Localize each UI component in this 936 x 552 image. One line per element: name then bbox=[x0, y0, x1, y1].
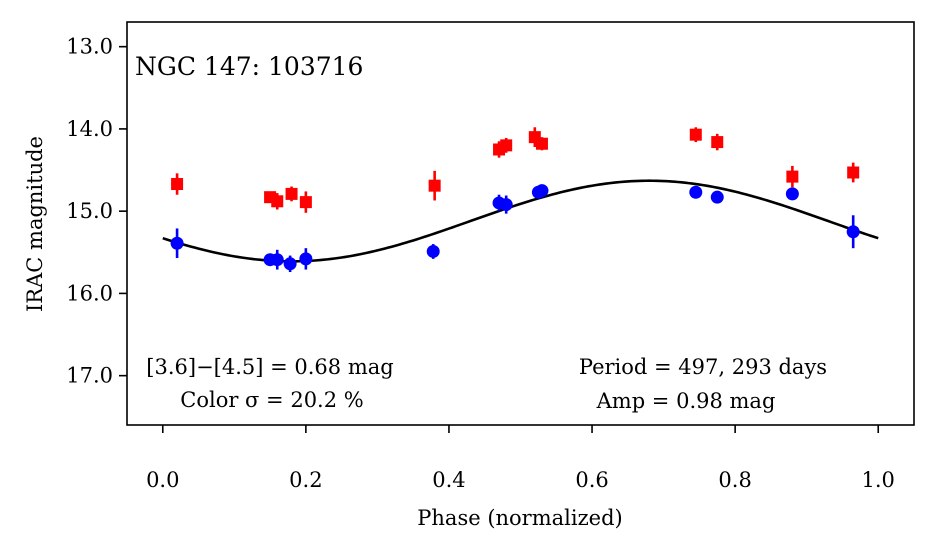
period-annotation: Period = 497, 293 days bbox=[579, 355, 827, 379]
data-point-circle bbox=[785, 187, 799, 201]
y-axis-label: IRAC magnitude bbox=[23, 136, 47, 312]
data-point-square bbox=[299, 196, 312, 209]
x-tick-label: 1.0 bbox=[862, 468, 895, 492]
data-point-circle bbox=[270, 253, 284, 267]
data-point-square bbox=[535, 137, 548, 150]
x-tick-label: 0.2 bbox=[289, 468, 322, 492]
data-point-circle bbox=[283, 257, 297, 271]
x-tick-label: 0.4 bbox=[432, 468, 465, 492]
data-point-circle bbox=[426, 244, 440, 258]
data-series bbox=[170, 127, 860, 273]
data-point-square bbox=[786, 170, 799, 183]
data-point-circle bbox=[689, 185, 703, 199]
chart-title: NGC 147: 103716 bbox=[135, 52, 363, 81]
data-point-circle bbox=[846, 225, 860, 239]
x-tick-label: 0.8 bbox=[718, 468, 751, 492]
x-tick-label: 0.0 bbox=[146, 468, 179, 492]
data-point-square bbox=[689, 128, 702, 141]
data-point-circle bbox=[170, 236, 184, 250]
plot-area-background bbox=[127, 22, 914, 425]
x-axis-label: Phase (normalized) bbox=[417, 506, 622, 530]
series-red-squares bbox=[171, 127, 860, 213]
data-point-circle bbox=[299, 252, 313, 266]
data-point-square bbox=[847, 166, 860, 179]
data-point-square bbox=[711, 136, 724, 149]
amplitude-annotation: Amp = 0.98 mag bbox=[596, 389, 776, 413]
series-blue-circles bbox=[170, 184, 860, 273]
data-point-square bbox=[171, 178, 184, 191]
plot-frame bbox=[126, 21, 915, 426]
x-tick-label: 0.6 bbox=[575, 468, 608, 492]
y-tick-label: 15.0 bbox=[66, 199, 113, 223]
data-point-circle bbox=[535, 184, 549, 198]
data-point-square bbox=[428, 179, 441, 192]
y-tick-label: 16.0 bbox=[66, 281, 113, 305]
x-axis: 0.0 0.2 0.4 0.6 0.8 1.0 bbox=[146, 425, 895, 492]
y-tick-label: 13.0 bbox=[66, 35, 113, 59]
y-tick-label: 14.0 bbox=[66, 117, 113, 141]
y-axis: 13.0 14.0 15.0 16.0 17.0 bbox=[66, 35, 127, 388]
data-point-square bbox=[500, 139, 513, 152]
data-point-square bbox=[271, 195, 284, 208]
data-point-square bbox=[285, 187, 298, 200]
y-tick-label: 17.0 bbox=[66, 364, 113, 388]
color-index-annotation: [3.6]−[4.5] = 0.68 mag bbox=[146, 355, 393, 379]
color-sigma-annotation: Color σ = 20.2 % bbox=[180, 388, 363, 412]
data-point-circle bbox=[499, 198, 513, 212]
data-point-circle bbox=[710, 190, 724, 204]
